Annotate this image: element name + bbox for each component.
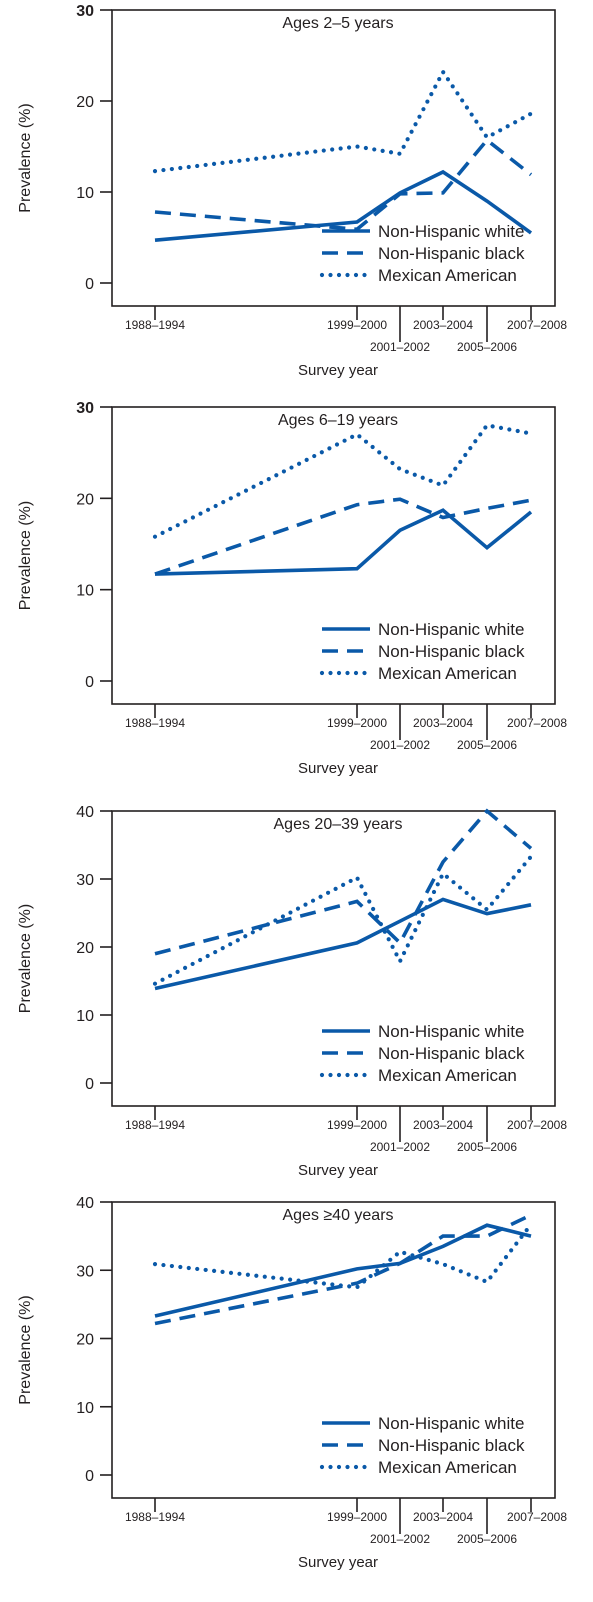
- x-tick-label: 1988–1994: [125, 716, 185, 730]
- x-tick-label: 2001–2002: [370, 340, 430, 354]
- legend-label: Non-Hispanic black: [378, 244, 525, 263]
- y-axis-label: Prevalence (%): [17, 1295, 34, 1404]
- plot-frame: [111, 9, 556, 307]
- legend-label: Non-Hispanic white: [378, 222, 524, 241]
- y-tick-label: 40: [76, 804, 94, 821]
- legend-label: Non-Hispanic black: [378, 642, 525, 661]
- x-axis-label: Survey year: [298, 1554, 378, 1571]
- series-line-non-hispanic-white: [154, 1223, 532, 1318]
- x-axis-label: Survey year: [298, 362, 378, 379]
- plot-frame: [111, 810, 556, 1107]
- x-tick-label: 2003–2004: [413, 318, 473, 332]
- chart-panel-1: 0 10 20 30 Prevalence (%) Ages 2–5 years 1988–…: [17, 3, 567, 379]
- y-axis-label: Prevalence (%): [17, 103, 34, 212]
- x-tick-label: 2007–2008: [507, 318, 567, 332]
- panel-title: Ages 6–19 years: [278, 412, 398, 429]
- plot-frame: [111, 1201, 556, 1499]
- x-tick-label: 1999–2000: [327, 716, 387, 730]
- y-tick-label: 10: [76, 583, 94, 600]
- x-tick-label: 2003–2004: [413, 716, 473, 730]
- y-tick-label: 0: [85, 674, 94, 691]
- y-tick-label: 10: [76, 185, 94, 202]
- y-tick-label: 10: [76, 1400, 94, 1417]
- x-tick-label: 2003–2004: [413, 1118, 473, 1132]
- x-tick-label: 1988–1994: [125, 318, 185, 332]
- x-tick-label: 1999–2000: [327, 1118, 387, 1132]
- chart-panel-2: 0 10 20 30 Prevalence (%) Ages 6–19 years 1988…: [17, 400, 567, 777]
- series-line-non-hispanic-black: [154, 1213, 532, 1326]
- legend-label: Non-Hispanic white: [378, 620, 524, 639]
- y-tick-label: 40: [76, 1195, 94, 1212]
- y-tick-label: 20: [76, 940, 94, 957]
- y-tick-label: 0: [85, 1468, 94, 1485]
- legend-label: Non-Hispanic white: [378, 1022, 524, 1041]
- series-line-non-hispanic-white: [154, 897, 532, 991]
- x-tick-label: 2003–2004: [413, 1510, 473, 1524]
- x-axis-label: Survey year: [298, 760, 378, 777]
- series-line-mexican-american: [152, 422, 534, 539]
- x-tick-label: 2005–2006: [457, 1532, 517, 1546]
- y-tick-label: 0: [85, 1076, 94, 1093]
- x-tick-label: 2007–2008: [507, 1118, 567, 1132]
- x-tick-label: 1999–2000: [327, 318, 387, 332]
- y-tick-label: 20: [76, 491, 94, 508]
- series-line-mexican-american: [152, 67, 534, 174]
- legend-label: Non-Hispanic black: [378, 1436, 525, 1455]
- x-tick-label: 2005–2006: [457, 738, 517, 752]
- y-tick-label: 20: [76, 1332, 94, 1349]
- legend-label: Mexican American: [378, 266, 517, 285]
- y-tick-label: 30: [76, 3, 94, 20]
- legend-label: Non-Hispanic white: [378, 1414, 524, 1433]
- x-axis-label: Survey year: [298, 1162, 378, 1179]
- x-tick-label: 2001–2002: [370, 1532, 430, 1546]
- series-line-mexican-american: [152, 1222, 534, 1290]
- y-axis-label: Prevalence (%): [17, 501, 34, 610]
- y-tick-label: 10: [76, 1008, 94, 1025]
- series-line-non-hispanic-white: [154, 169, 533, 242]
- x-tick-label: 2007–2008: [507, 1510, 567, 1524]
- y-tick-label: 30: [76, 400, 94, 417]
- legend-label: Mexican American: [378, 664, 517, 683]
- series-line-non-hispanic-black: [154, 808, 533, 956]
- series-line-non-hispanic-white: [154, 508, 533, 576]
- x-tick-label: 2007–2008: [507, 716, 567, 730]
- series-line-mexican-american: [152, 854, 534, 986]
- x-tick-label: 2005–2006: [457, 340, 517, 354]
- x-tick-label: 2001–2002: [370, 1140, 430, 1154]
- x-tick-label: 1988–1994: [125, 1510, 185, 1524]
- y-tick-label: 0: [85, 276, 94, 293]
- x-tick-label: 1999–2000: [327, 1510, 387, 1524]
- y-tick-label: 30: [76, 872, 94, 889]
- y-tick-label: 30: [76, 1263, 94, 1280]
- panel-title: Ages 20–39 years: [274, 816, 403, 833]
- legend-label: Non-Hispanic black: [378, 1044, 525, 1063]
- y-axis-label: Prevalence (%): [17, 904, 34, 1013]
- plot-frame: [111, 406, 556, 705]
- x-tick-label: 2005–2006: [457, 1140, 517, 1154]
- x-tick-label: 1988–1994: [125, 1118, 185, 1132]
- chart-panel-3: 0 10 20 30 40 Prevalence (%) Ages 20–39 years 1…: [17, 804, 567, 1179]
- chart-panel-4: 0 10 20 30 40 Prevalence (%) Ages ≥40 years 198…: [17, 1195, 567, 1571]
- legend-label: Mexican American: [378, 1066, 517, 1085]
- legend-label: Mexican American: [378, 1458, 517, 1477]
- panel-title: Ages ≥40 years: [282, 1207, 393, 1224]
- series-line-non-hispanic-black: [154, 497, 532, 576]
- panel-title: Ages 2–5 years: [282, 15, 393, 32]
- x-tick-label: 2001–2002: [370, 738, 430, 752]
- series-line-non-hispanic-black: [154, 137, 533, 232]
- y-tick-label: 20: [76, 94, 94, 111]
